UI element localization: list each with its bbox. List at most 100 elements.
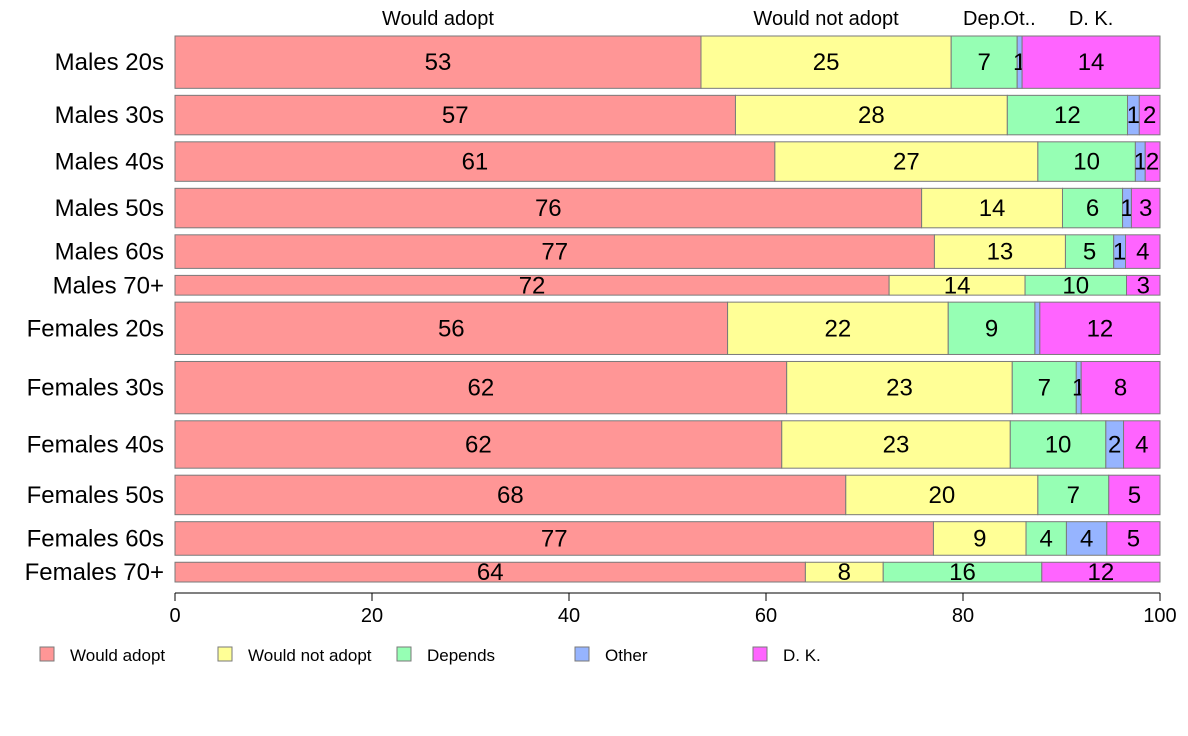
legend: Would adopt Would not adopt Depends Other D.… [39,646,821,665]
bar-females-60s-would-not-adopt [932,521,1027,556]
data-label-males-70-would-not-adopt: 14 [944,272,971,299]
bar-males-30s-d-k [1138,94,1161,136]
data-label-females-70-would-adopt: 64 [477,559,504,586]
x-tick-label-80: 80 [952,605,974,627]
row-label-males-70: Males 70+ [53,272,164,299]
bar-males-40s-d-k [1144,141,1161,182]
bar-males-50s-would-adopt [174,187,923,229]
data-label-females-30s-d-k: 8 [1114,375,1127,402]
bar-males-50s-d-k [1130,187,1161,229]
data-label-females-60s-other: 4 [1080,525,1093,552]
row-label-females-30s: Females 30s [27,375,164,402]
bar-females-20s-would-adopt [174,301,729,355]
data-label-females-70-would-not-adopt: 8 [838,559,851,586]
bar-females-60s-would-adopt [174,521,934,556]
bar-males-60s-would-not-adopt [933,234,1066,269]
legend-label-depends: Depends [427,646,495,665]
bar-females-20s-d-k [1039,301,1161,355]
bar-females-20s-would-not-adopt [727,301,949,355]
data-label-females-60s-d-k: 5 [1127,525,1140,552]
data-label-males-60s-d-k: 4 [1136,239,1149,266]
row-labels: Males 20s Males 30s Males 40s Males 50s Male… [25,49,164,586]
data-label-males-40s-other: 1 [1134,149,1147,176]
bar-females-70-d-k [1041,561,1161,583]
data-label-females-40s-d-k: 4 [1135,431,1148,458]
legend-label-other: Other [605,646,648,665]
legend-label-would-not-adopt: Would not adopt [248,646,372,665]
x-tick-label-20: 20 [361,605,383,627]
data-label-males-50s-depends: 6 [1086,195,1099,222]
data-label-females-60s-would-not-adopt: 9 [973,525,986,552]
data-label-males-60s-depends: 5 [1083,239,1096,266]
data-label-females-70-depends: 16 [949,559,976,586]
bar-females-40s-d-k [1123,420,1161,469]
bar-males-30s-would-adopt [174,94,736,136]
bar-males-20s-d-k [1021,35,1161,89]
data-label-females-50s-would-adopt: 68 [497,482,524,509]
bar-females-30s-would-not-adopt [786,360,1013,415]
bar-females-50s-d-k [1108,474,1161,516]
data-label-females-20s-would-adopt: 56 [438,315,465,342]
data-label-males-30s-other: 1 [1127,102,1140,129]
data-label-males-50s-other: 1 [1120,195,1133,222]
data-label-females-40s-would-not-adopt: 23 [883,431,910,458]
data-label-females-70-d-k: 12 [1088,559,1115,586]
data-label-females-30s-depends: 7 [1038,375,1051,402]
bar-females-40s-depends [1009,420,1107,469]
row-label-females-70: Females 70+ [25,559,164,586]
bar-males-30s-depends [1006,94,1128,136]
column-label-would-adopt: Would adopt [382,8,494,30]
data-label-females-40s-would-adopt: 62 [465,431,492,458]
bar-females-30s-would-adopt [174,360,788,415]
bar-females-20s-other [1034,301,1041,355]
row-label-males-40s: Males 40s [55,149,164,176]
bar-females-60s-other [1065,521,1108,556]
data-label-males-60s-would-not-adopt: 13 [987,239,1014,266]
data-label-males-40s-would-adopt: 61 [462,149,489,176]
data-label-females-40s-depends: 10 [1045,431,1072,458]
bar-males-60s-d-k [1125,234,1161,269]
column-label-would-not-adopt: Would not adopt [753,8,899,30]
data-label-females-50s-d-k: 5 [1128,482,1141,509]
legend-label-would-adopt: Would adopt [70,646,165,665]
data-label-females-20s-would-not-adopt: 22 [825,315,852,342]
data-label-females-60s-would-adopt: 77 [541,525,568,552]
row-label-females-40s: Females 40s [27,431,164,458]
bar-females-40s-would-not-adopt [781,420,1011,469]
row-label-females-60s: Females 60s [27,525,164,552]
data-label-males-50s-would-not-adopt: 14 [979,195,1006,222]
column-label-dep: Dep. [963,8,1005,30]
row-label-females-50s: Females 50s [27,482,164,509]
bar-males-60s-depends [1064,234,1115,269]
bar-females-40s-would-adopt [174,420,783,469]
data-label-males-20s-would-not-adopt: 25 [813,49,840,76]
bar-males-40s-would-adopt [174,141,776,182]
bar-females-30s-depends [1011,360,1077,415]
x-tick-label-0: 0 [169,605,180,627]
bar-females-20s-depends [947,301,1036,355]
legend-label-d-k: D. K. [783,646,821,665]
data-label-females-20s-d-k: 12 [1087,315,1114,342]
column-label-ot: Ot.. [1004,8,1036,30]
bar-males-50s-would-not-adopt [921,187,1063,229]
data-label-females-50s-would-not-adopt: 20 [928,482,955,509]
bar-males-60s-would-adopt [174,234,935,269]
bar-females-50s-depends [1037,474,1110,516]
data-label-males-70-would-adopt: 72 [519,272,546,299]
legend-swatch-depends [396,646,412,662]
data-label-males-40s-d-k: 2 [1146,149,1159,176]
data-label-males-30s-would-adopt: 57 [442,102,469,129]
column-labels: Would adopt Would not adopt Dep.Ot.. D. K. [382,8,1113,30]
data-label-females-50s-depends: 7 [1067,482,1080,509]
data-label-males-70-depends: 10 [1062,272,1089,299]
row-label-females-20s: Females 20s [27,315,164,342]
x-tick-label-60: 60 [755,605,777,627]
data-label-males-60s-other: 1 [1113,239,1126,266]
data-label-males-40s-depends: 10 [1073,149,1100,176]
bar-females-30s-d-k [1080,360,1161,415]
data-label-females-20s-depends: 9 [985,315,998,342]
data-label-males-30s-would-not-adopt: 28 [858,102,885,129]
bar-males-40s-would-not-adopt [774,141,1039,182]
bar-females-60s-d-k [1106,521,1161,556]
